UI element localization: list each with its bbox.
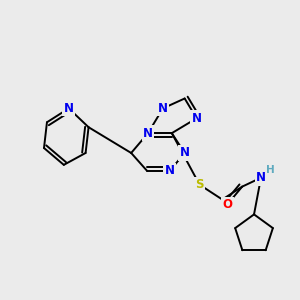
Text: N: N (192, 112, 202, 125)
Text: O: O (222, 198, 232, 211)
Text: N: N (64, 102, 74, 115)
Text: N: N (158, 102, 168, 115)
Text: H: H (266, 165, 275, 175)
Text: N: N (256, 171, 266, 184)
Text: N: N (165, 164, 175, 177)
Text: S: S (195, 178, 204, 191)
Text: N: N (143, 127, 153, 140)
Text: N: N (180, 146, 190, 160)
